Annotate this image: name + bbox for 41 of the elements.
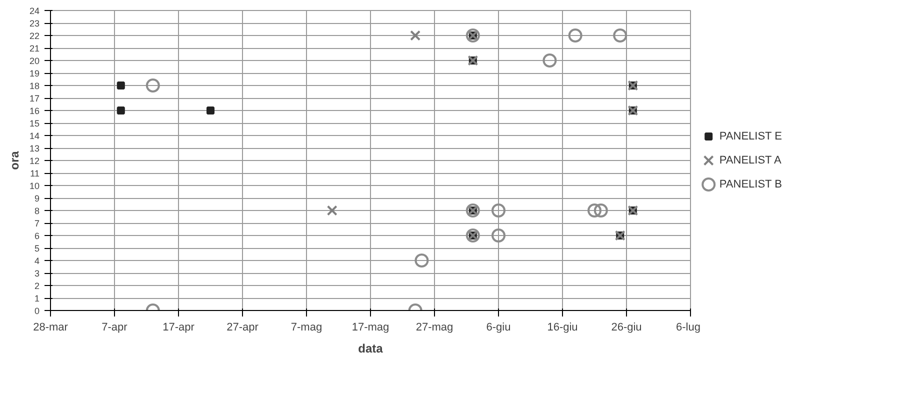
x-tick-label: 17-apr: [162, 322, 195, 334]
x-tick-label: 26-giu: [611, 322, 642, 334]
y-tick-label: 18: [29, 81, 40, 91]
y-tick-label: 13: [29, 144, 40, 154]
y-tick-label: 14: [29, 131, 40, 141]
x-tick-label: 7-apr: [102, 322, 128, 334]
y-tick-label: 0: [34, 306, 40, 316]
legend-label: PANELIST A: [719, 154, 782, 166]
x-axis-title: data: [358, 342, 384, 356]
y-tick-label: 16: [29, 106, 40, 116]
x-tick-label: 6-lug: [676, 322, 701, 334]
y-tick-label: 10: [29, 181, 40, 191]
y-axis-title: ora: [7, 150, 22, 170]
x-tick-label: 7-mag: [290, 322, 322, 334]
y-tick-label: 4: [34, 256, 40, 266]
x-tick-label: 16-giu: [547, 322, 578, 334]
y-tick-label: 3: [34, 268, 40, 278]
x-tick-label: 27-apr: [226, 322, 259, 334]
y-tick-label: 23: [29, 18, 40, 28]
y-tick-label: 8: [34, 206, 40, 216]
y-tick-label: 19: [29, 68, 40, 78]
y-tick-label: 6: [34, 231, 40, 241]
x-tick-label: 17-mag: [352, 322, 390, 334]
y-tick-label: 7: [34, 218, 40, 228]
y-tick-label: 15: [29, 118, 40, 128]
y-tick-label: 1: [34, 294, 40, 304]
x-tick-label: 28-mar: [33, 322, 68, 334]
y-tick-label: 5: [34, 244, 40, 254]
x-tick-label: 27-mag: [416, 322, 454, 334]
y-tick-label: 11: [30, 168, 40, 178]
y-tick-label: 21: [29, 44, 40, 54]
legend-label: PANELIST E: [719, 130, 782, 142]
y-tick-label: 22: [29, 31, 40, 41]
y-tick-label: 24: [29, 6, 40, 16]
y-tick-label: 9: [34, 194, 40, 204]
legend-label: PANELIST B: [719, 178, 782, 190]
y-tick-label: 17: [29, 94, 40, 104]
y-tick-label: 20: [29, 56, 40, 66]
y-tick-label: 12: [29, 156, 40, 166]
y-tick-label: 2: [34, 281, 40, 291]
x-tick-label: 6-giu: [486, 322, 511, 334]
